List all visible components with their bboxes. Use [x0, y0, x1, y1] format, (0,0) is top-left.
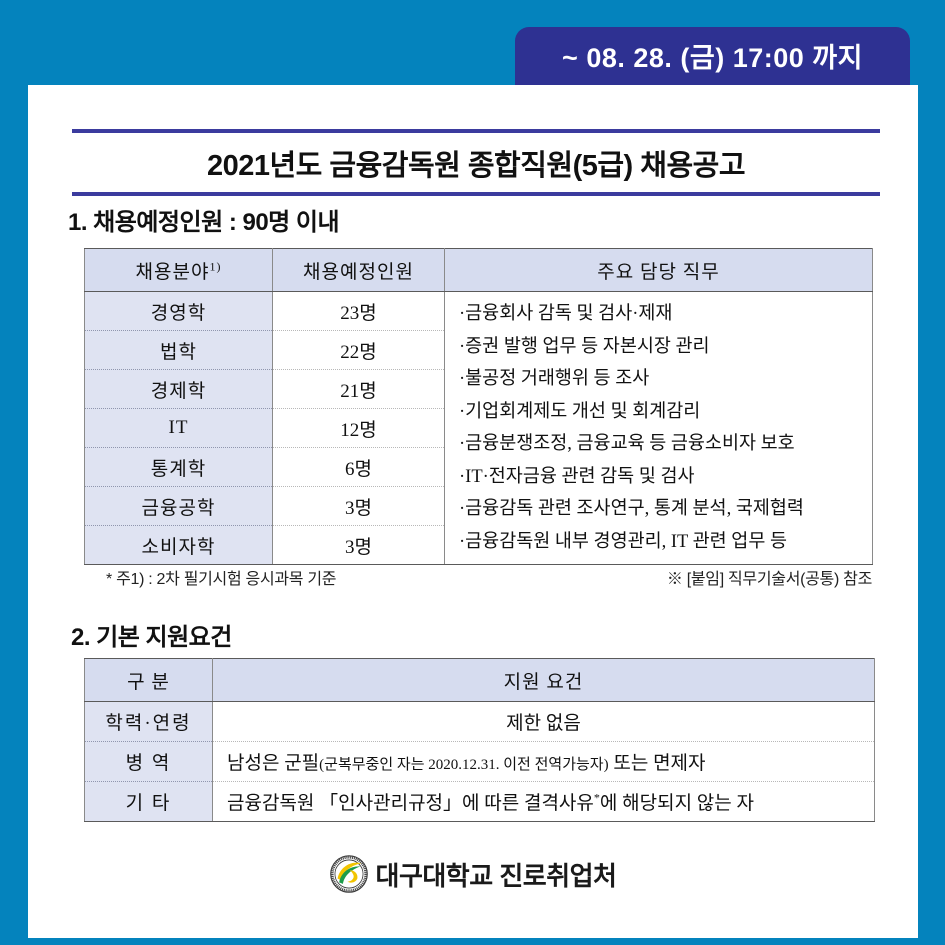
duty-line: ·금융감독 관련 조사연구, 통계 분석, 국제협력 [459, 499, 804, 519]
military-value-suffix: 또는 면제자 [608, 753, 706, 774]
table-row: 병 역 남성은 군필(군복무중인 자는 2020.12.31. 이전 전역가능자… [84, 741, 875, 782]
deadline-badge: ~ 08. 28. (금) 17:00 까지 [515, 27, 910, 85]
footer-organization: 대구대학교 진로취업처 [375, 860, 617, 891]
requirement-table: 구 분 지원 요건 학력·연령 제한 없음 병 역 남성은 군필(군복무중인 자… [84, 658, 875, 822]
recruitment-table-header-row: 채용분야1) 채용예정인원 주요 담당 직무 [84, 248, 873, 292]
other-value-suffix: 에 해당되지 않는 자 [599, 793, 754, 814]
duty-line: ·금융분쟁조정, 금융교육 등 금융소비자 보호 [459, 434, 795, 454]
duty-line: ·불공정 거래행위 등 조사 [459, 369, 650, 389]
duty-line: ·증권 발행 업무 등 자본시장 관리 [459, 336, 710, 357]
field-count: 12명 [272, 408, 445, 448]
title-rule-bottom [72, 192, 880, 196]
field-count: 6명 [272, 447, 445, 487]
other-value-prefix: 금융감독원 「인사관리규정」에 따른 결격사유 [227, 793, 594, 814]
duties-cell: ·금융회사 감독 및 검사·제재 ·증권 발행 업무 등 자본시장 관리 ·불공… [444, 291, 873, 565]
section-1-heading: 1. 채용예정인원 : 90명 이내 [68, 209, 340, 236]
field-name: IT [84, 408, 273, 448]
table-row: 기 타 금융감독원 「인사관리규정」에 따른 결격사유*에 해당되지 않는 자 [84, 781, 875, 822]
table-row: 소비자학 3명 [84, 525, 873, 565]
duty-line: ·IT·전자금융 관련 감독 및 검사 [459, 466, 695, 487]
page-title: 2021년도 금융감독원 종합직원(5급) 채용공고 [206, 150, 746, 182]
field-name: 금융공학 [84, 486, 273, 526]
header-duties: 주요 담당 직무 [444, 248, 873, 292]
field-count: 23명 [272, 291, 445, 331]
footnote-row: * 주1) : 2차 필기시험 응시과목 기준 ※ [붙임] 직무기술서(공통)… [84, 565, 884, 589]
military-value-prefix: 남성은 군필 [227, 753, 320, 774]
duty-line: ·기업회계제도 개선 및 회계감리 [459, 401, 701, 422]
requirement-category: 기 타 [84, 781, 213, 822]
field-count: 3명 [272, 525, 445, 565]
field-count: 21명 [272, 369, 445, 409]
requirement-value: 제한 없음 [212, 701, 875, 742]
table-row: 통계학 6명 [84, 447, 873, 487]
requirement-category: 학력·연령 [84, 701, 213, 742]
section-2-heading: 2. 기본 지원요건 [71, 624, 232, 651]
field-name: 소비자학 [84, 525, 273, 565]
table-row: 법학 22명 [84, 330, 873, 370]
table-row: 금융공학 3명 [84, 486, 873, 526]
requirement-category: 병 역 [84, 741, 213, 782]
military-value-note: (군복무중인 자는 2020.12.31. 이전 전역가능자) [319, 757, 609, 773]
other-value-marker: * [593, 790, 600, 805]
footnote-right: ※ [붙임] 직무기술서(공통) 참조 [666, 571, 872, 588]
field-count: 3명 [272, 486, 445, 526]
header-field-footnote-marker: 1) [209, 259, 222, 274]
header-field: 채용분야1) [84, 248, 273, 292]
header-category: 구 분 [84, 658, 213, 702]
requirement-value: 남성은 군필(군복무중인 자는 2020.12.31. 이전 전역가능자) 또는… [212, 741, 875, 782]
field-count: 22명 [272, 330, 445, 370]
field-name: 경제학 [84, 369, 273, 409]
title-rule-top [72, 129, 880, 133]
header-count: 채용예정인원 [272, 248, 445, 292]
field-name: 법학 [84, 330, 273, 370]
requirement-table-header-row: 구 분 지원 요건 [84, 658, 875, 702]
duty-line: ·금융회사 감독 및 검사·제재 [459, 304, 673, 324]
table-row: 경영학 23명 ·금융회사 감독 및 검사·제재 ·증권 발행 업무 등 자본시… [84, 291, 873, 565]
header-requirement: 지원 요건 [212, 658, 875, 702]
header-field-label: 채용분야 [135, 261, 210, 283]
footer: 대구대학교 진로취업처 [28, 855, 918, 893]
recruitment-table: 채용분야1) 채용예정인원 주요 담당 직무 경영학 23명 ·금융회사 감독 … [84, 248, 873, 565]
deadline-badge-text: ~ 08. 28. (금) 17:00 까지 [562, 42, 863, 73]
field-name: 통계학 [84, 447, 273, 487]
table-row: 학력·연령 제한 없음 [84, 701, 875, 742]
field-name: 경영학 [84, 291, 273, 331]
footnote-left: * 주1) : 2차 필기시험 응시과목 기준 [106, 571, 337, 588]
title-block: 2021년도 금융감독원 종합직원(5급) 채용공고 [72, 129, 880, 196]
table-row: 경제학 21명 [84, 369, 873, 409]
duty-line: ·금융감독원 내부 경영관리, IT 관련 업무 등 [459, 531, 787, 552]
table-row: IT 12명 [84, 408, 873, 448]
requirement-value: 금융감독원 「인사관리규정」에 따른 결격사유*에 해당되지 않는 자 [212, 781, 875, 822]
content-card: 2021년도 금융감독원 종합직원(5급) 채용공고 1. 채용예정인원 : 9… [28, 85, 918, 938]
daegu-university-emblem-icon [329, 855, 368, 893]
